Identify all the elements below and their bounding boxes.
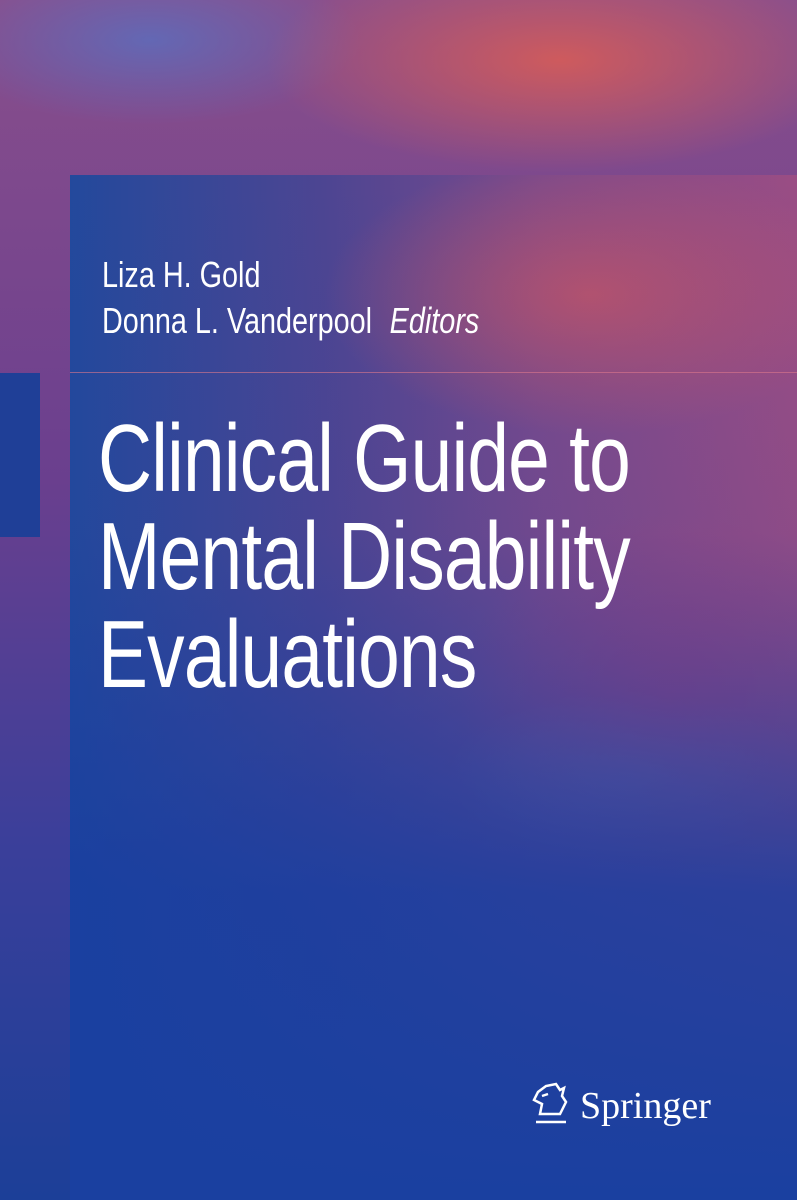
book-title: Clinical Guide to Mental Disability Eval… xyxy=(98,405,631,708)
editors-label: Editors xyxy=(389,300,480,341)
title-line: Clinical Guide to xyxy=(98,405,631,512)
editors: Liza H. Gold Donna L. Vanderpool Editors xyxy=(102,252,479,344)
editor-name: Donna L. Vanderpool xyxy=(102,300,373,341)
knight-horse-icon xyxy=(530,1080,572,1131)
publisher-name: Springer xyxy=(580,1084,711,1127)
editor-name: Liza H. Gold xyxy=(102,254,261,295)
cover-panel xyxy=(70,175,797,1200)
publisher-logo: Springer xyxy=(530,1080,711,1131)
divider xyxy=(70,372,797,373)
side-bar-accent xyxy=(0,373,40,537)
title-line: Evaluations xyxy=(98,601,477,708)
title-line: Mental Disability xyxy=(98,503,631,610)
